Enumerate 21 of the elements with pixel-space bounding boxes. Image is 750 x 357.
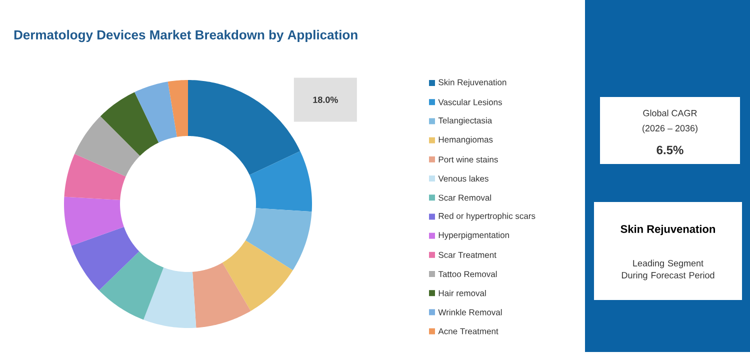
legend-label: Telangiectasia — [438, 117, 492, 126]
data-label: 18.0% — [313, 96, 338, 103]
legend-label: Vascular Lesions — [438, 98, 502, 106]
legend-label: Skin Rejuvenation — [438, 79, 506, 87]
text: Leading Segment During Forecast Period — [622, 260, 714, 280]
legend-label: Port wine stains — [438, 156, 498, 163]
text: Global CAGR — [643, 110, 697, 116]
legend-label: Hemangiomas — [438, 136, 493, 144]
text: Skin Rejuvenation — [620, 224, 715, 236]
legend-label: Red or hypertrophic scars — [438, 212, 536, 221]
chart-title: Dermatology Devices Market Breakdown by Application — [14, 30, 358, 42]
legend-label: Scar Removal — [438, 194, 491, 201]
legend-label: Tattoo Removal — [438, 270, 497, 278]
text: 6.5% — [656, 146, 684, 154]
legend-label: Wrinkle Removal — [438, 309, 502, 316]
text: (2026 – 2036) — [642, 124, 698, 134]
legend-label: Venous lakes — [438, 175, 488, 182]
legend-label: Acne Treatment — [438, 328, 498, 334]
legend-label: Hyperpigmentation — [438, 232, 509, 240]
legend-label: Hair removal — [438, 290, 486, 296]
legend-label: Scar Treatment — [438, 252, 496, 258]
